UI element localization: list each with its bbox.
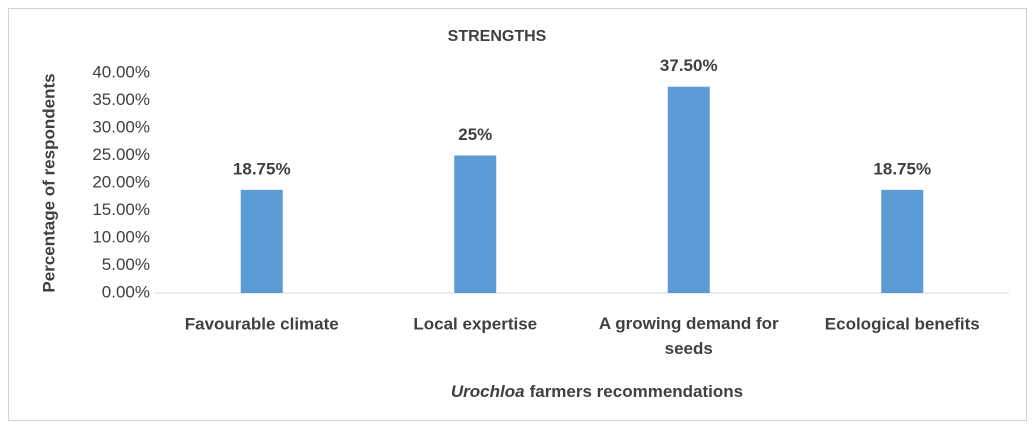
x-axis-label: Urochloa farmers recommendations	[451, 382, 743, 401]
bar	[240, 189, 283, 293]
y-tick-label: 25.00%	[92, 145, 150, 164]
data-label: 18.75%	[873, 159, 931, 178]
chart-border	[8, 8, 1027, 421]
y-tick-label: 35.00%	[92, 90, 150, 109]
bar	[667, 86, 710, 293]
bar	[881, 189, 924, 293]
data-label: 25%	[458, 125, 492, 144]
x-axis-label-rest: farmers recommendations	[530, 382, 744, 401]
x-tick-label: Local expertise	[413, 314, 537, 333]
y-tick-label: 40.00%	[92, 62, 150, 81]
y-tick-label: 30.00%	[92, 117, 150, 136]
y-tick-label: 10.00%	[92, 227, 150, 246]
y-tick-label: 20.00%	[92, 172, 150, 191]
data-label: 18.75%	[233, 159, 291, 178]
data-label: 37.50%	[660, 56, 718, 75]
x-tick-label: A growing demand for seeds	[599, 314, 779, 358]
y-axis-label: Percentage of respondents	[39, 73, 58, 292]
x-tick-label: Favourable climate	[185, 314, 339, 333]
y-tick-label: 0.00%	[102, 282, 150, 301]
y-tick-label: 15.00%	[92, 200, 150, 219]
y-tick-label: 5.00%	[102, 255, 150, 274]
x-tick-label: Ecological benefits	[825, 314, 980, 333]
x-axis-label-italic: Urochloa	[451, 382, 525, 401]
chart-title: STRENGTHS	[448, 28, 547, 45]
bar	[454, 155, 497, 293]
